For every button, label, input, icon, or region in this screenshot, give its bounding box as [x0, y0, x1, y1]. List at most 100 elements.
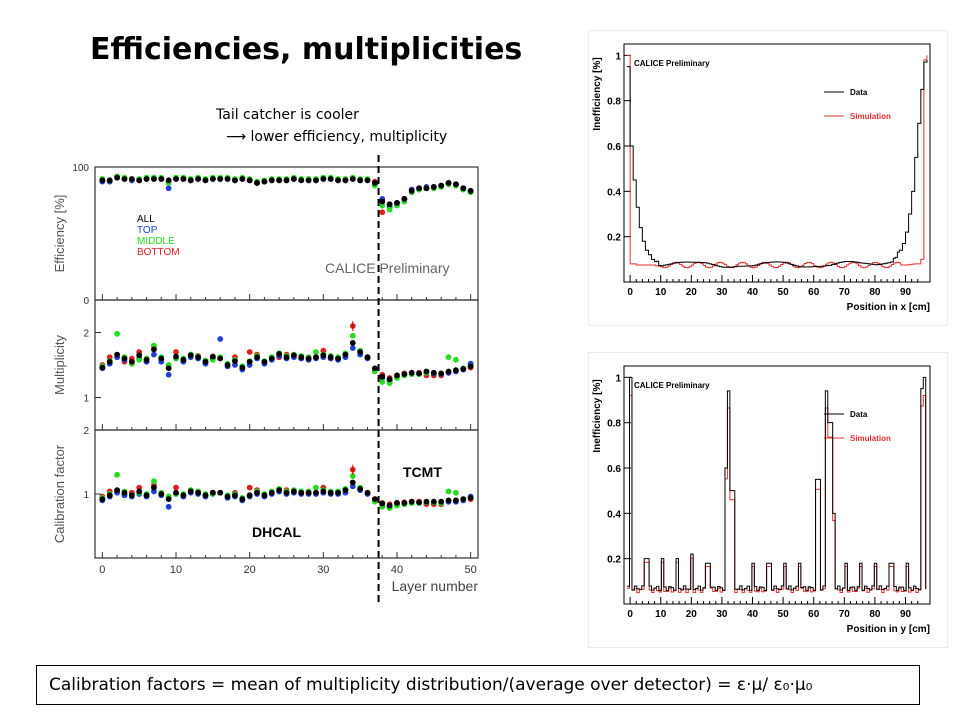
point-calibration-all — [143, 492, 150, 499]
point-efficiency-all — [180, 176, 187, 182]
point-efficiency-bottom — [379, 209, 386, 216]
point-efficiency-all — [276, 177, 283, 184]
point-calibration-all — [298, 489, 305, 496]
point-efficiency-all — [357, 177, 364, 184]
point-multiplicity-all — [224, 362, 231, 368]
point-calibration-all — [408, 498, 415, 505]
xlabel: Position in x [cm] — [847, 302, 930, 313]
point-efficiency-all — [401, 196, 408, 202]
ytick-label-efficiency: 0 — [83, 296, 89, 307]
point-efficiency-all — [106, 177, 113, 184]
point-multiplicity-all — [327, 354, 334, 361]
point-calibration-all — [254, 489, 260, 496]
point-calibration-bottom — [246, 484, 253, 491]
point-efficiency-all — [136, 177, 143, 184]
point-calibration-all — [386, 502, 393, 509]
xtick-label: 50 — [778, 609, 790, 620]
xtick-label: 0 — [627, 287, 633, 298]
point-multiplicity-all — [335, 355, 341, 362]
point-multiplicity-all — [371, 365, 378, 372]
point-multiplicity-all — [349, 340, 356, 346]
ytick-label-efficiency: 100 — [72, 163, 89, 174]
ytick-label-multiplicity: 2 — [83, 329, 89, 340]
point-multiplicity-all — [114, 351, 120, 358]
point-efficiency-all — [320, 176, 327, 182]
point-multiplicity-all — [239, 364, 246, 371]
point-multiplicity-all — [187, 352, 194, 359]
point-multiplicity-all — [423, 368, 430, 375]
ytick-label: 1 — [615, 51, 621, 62]
point-calibration-all — [327, 489, 334, 496]
point-calibration-all — [460, 496, 467, 503]
point-calibration-all — [246, 492, 253, 499]
ytick-label: 1 — [615, 373, 621, 384]
slide-title: Efficiencies, multiplicities — [90, 32, 523, 67]
point-multiplicity-all — [261, 358, 268, 365]
point-multiplicity-all — [217, 355, 224, 362]
point-calibration-all — [128, 492, 135, 499]
point-calibration-all — [290, 488, 297, 495]
point-calibration-all — [364, 489, 371, 496]
ytick-label: 0.8 — [607, 97, 621, 108]
point-calibration-top — [165, 503, 172, 510]
point-multiplicity-all — [143, 356, 150, 363]
legend-entry-middle: MIDDLE — [137, 236, 175, 247]
point-efficiency-all — [158, 176, 165, 182]
ytick-label: 0.6 — [607, 464, 621, 475]
point-calibration-bottom — [173, 484, 179, 491]
plot-canvas — [588, 352, 948, 648]
point-efficiency-all — [327, 176, 334, 182]
point-efficiency-all — [342, 177, 349, 184]
series-line-data — [627, 376, 927, 591]
plot-canvas — [588, 30, 948, 326]
point-calibration-all — [438, 498, 445, 505]
legend-label-simulation: Simulation — [850, 112, 891, 121]
point-multiplicity-all — [165, 365, 172, 372]
point-multiplicity-all — [313, 354, 319, 361]
ytick-label-calibration: 1 — [83, 490, 89, 501]
point-multiplicity-all — [467, 363, 474, 370]
point-multiplicity-all — [453, 367, 459, 374]
point-efficiency-all — [239, 176, 246, 182]
point-calibration-all — [261, 492, 268, 499]
point-efficiency-all — [305, 177, 312, 184]
inefficiency-x-plot: 0.20.40.60.810 10 20 30 40 50 60 70 80 90Position… — [588, 30, 948, 326]
ytick-label: 0.2 — [607, 233, 621, 244]
ytick-label: 0.4 — [607, 187, 621, 198]
layer-plots: Efficiency [%]0100Multiplicity12Calibrat… — [52, 155, 479, 605]
point-calibration-all — [195, 489, 202, 496]
point-calibration-middle — [445, 488, 452, 495]
xtick-label: 30 — [716, 287, 728, 298]
xtick-label: 10 — [655, 287, 667, 298]
point-calibration-middle — [151, 478, 157, 485]
point-multiplicity-middle — [136, 356, 143, 363]
point-efficiency-all — [261, 178, 268, 185]
xtick-label: 80 — [869, 287, 881, 298]
point-efficiency-all — [416, 185, 422, 192]
point-efficiency-all — [386, 201, 393, 208]
point-calibration-all — [401, 500, 408, 506]
point-efficiency-all — [408, 188, 415, 194]
series-line-simulation — [627, 54, 928, 269]
legend-label-data: Data — [850, 88, 868, 97]
point-efficiency-all — [224, 176, 231, 182]
point-multiplicity-all — [438, 370, 445, 377]
point-efficiency-all — [445, 180, 452, 186]
point-multiplicity-top — [217, 336, 224, 342]
point-calibration-all — [224, 493, 231, 500]
point-efficiency-all — [128, 176, 135, 182]
point-efficiency-all — [298, 177, 305, 184]
point-calibration-middle — [349, 473, 356, 479]
point-calibration-all — [180, 492, 187, 499]
xtick-label: 90 — [900, 287, 912, 298]
point-multiplicity-all — [305, 355, 312, 362]
point-calibration-all — [416, 499, 422, 506]
point-efficiency-all — [209, 176, 216, 182]
point-multiplicity-all — [268, 355, 275, 362]
ytick-label: 0.4 — [607, 509, 621, 520]
point-efficiency-all — [453, 181, 459, 188]
xtick-label: 30 — [317, 564, 329, 576]
point-calibration-all — [217, 489, 224, 496]
calice-preliminary-label: CALICE Preliminary — [634, 381, 710, 390]
ytick-label: 0.8 — [607, 419, 621, 430]
